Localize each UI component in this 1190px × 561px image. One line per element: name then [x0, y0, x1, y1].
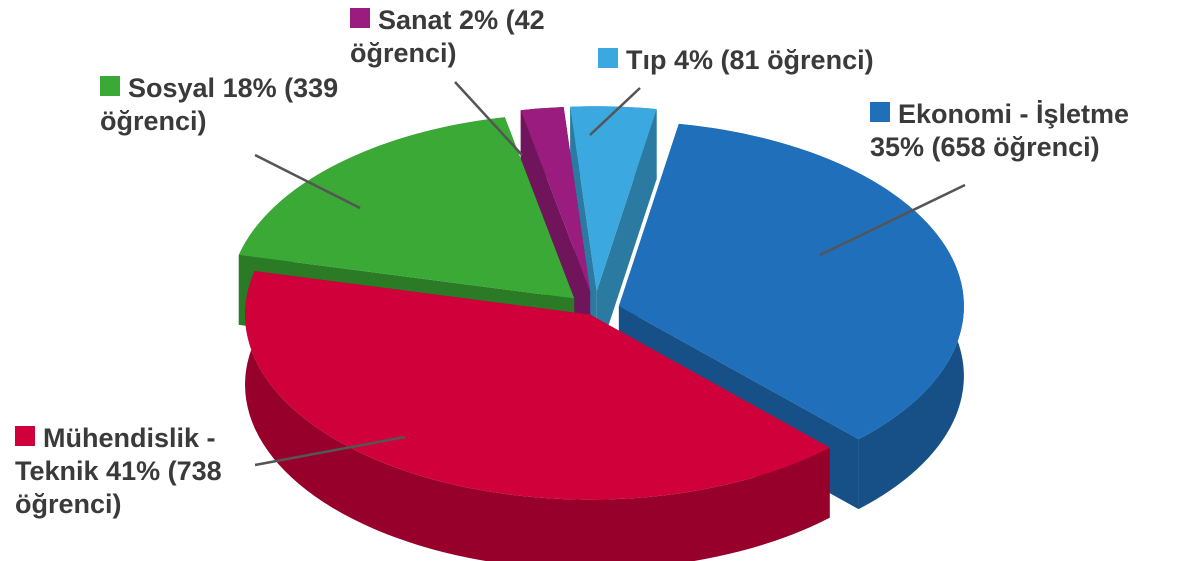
slice	[245, 271, 830, 561]
legend-swatch	[100, 76, 120, 96]
leader-line	[254, 153, 361, 210]
value-label: 2% (42 öğrenci)	[350, 5, 545, 68]
slice-top	[520, 106, 591, 292]
data-label: Mühendislik - Teknik 41% (738 öğrenci)	[15, 422, 275, 521]
slice-top	[618, 123, 964, 440]
leader-line	[254, 435, 406, 467]
data-label: Tıp 4% (81 öğrenci)	[598, 44, 948, 77]
category-name: Ekonomi - İşletme	[898, 99, 1130, 129]
category-name: Sosyal	[128, 73, 216, 103]
data-label: Sosyal 18% (339 öğrenci)	[100, 72, 350, 138]
legend-swatch	[598, 48, 618, 68]
legend-swatch	[15, 426, 35, 446]
data-label: Ekonomi - İşletme 35% (658 öğrenci)	[870, 98, 1185, 164]
leader-line	[589, 87, 641, 136]
value-label: 18% (339 öğrenci)	[100, 73, 339, 136]
value-label: 41% (738 öğrenci)	[15, 456, 222, 519]
slice-top	[238, 117, 575, 299]
category-name: Mühendislik - Teknik	[15, 423, 216, 486]
legend-swatch	[350, 8, 370, 28]
leader-line	[819, 183, 966, 257]
value-label: 4% (81 öğrenci)	[674, 45, 874, 75]
category-name: Sanat	[378, 5, 452, 35]
legend-swatch	[870, 102, 890, 122]
slice	[570, 106, 657, 362]
slice-top	[245, 271, 830, 500]
leader-line	[454, 81, 523, 156]
data-label: Sanat 2% (42 öğrenci)	[350, 4, 585, 70]
category-name: Tıp	[626, 45, 667, 75]
slice-top	[570, 106, 657, 292]
slice-outer-wall	[245, 271, 830, 561]
value-label: 35% (658 öğrenci)	[870, 132, 1100, 162]
